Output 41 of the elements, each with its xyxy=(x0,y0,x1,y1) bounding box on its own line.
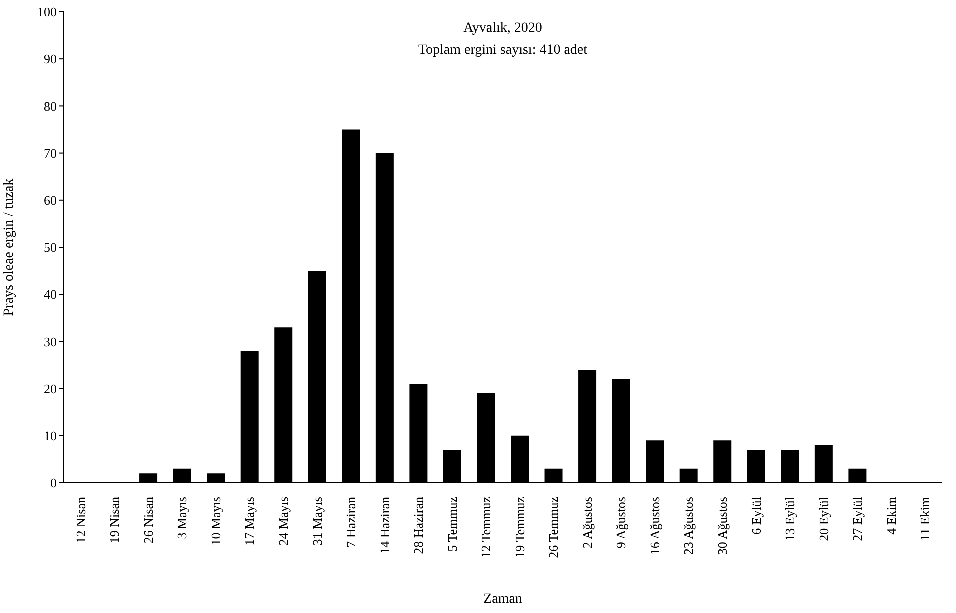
x-tick-label: 7 Haziran xyxy=(344,496,359,548)
y-tick-label: 100 xyxy=(38,4,57,20)
y-tick-label: 10 xyxy=(44,428,57,444)
x-tick-label: 4 Ekim xyxy=(884,497,899,535)
y-tick-label: 70 xyxy=(44,146,57,161)
x-tick-label: 6 Eylül xyxy=(748,496,764,535)
x-tick-label: 26 Nisan xyxy=(140,496,156,544)
x-tick-label: 31 Mayıs xyxy=(310,497,325,546)
x-tick-label: 19 Temmuz xyxy=(512,496,528,558)
y-tick-label: 50 xyxy=(44,240,57,256)
text: Toplam ergini sayısı: 410 adet xyxy=(417,42,589,60)
x-tick-label: 9 Ağustos xyxy=(614,497,629,549)
x-tick-label: 12 Nisan xyxy=(73,496,88,544)
x-tick-label: 16 Ağustos xyxy=(647,497,662,556)
y-tick-label: 60 xyxy=(44,193,57,208)
x-tick-label: 13 Eylül xyxy=(782,496,798,542)
x-tick-label: 17 Mayıs xyxy=(242,497,258,546)
x-tick-label: 24 Mayıs xyxy=(276,497,291,546)
y-tick-label: 80 xyxy=(44,98,57,114)
x-tick-label: 5 Temmuz xyxy=(444,496,460,552)
x-axis-title: Zaman xyxy=(484,592,522,607)
y-tick-label: 30 xyxy=(44,334,57,350)
x-tick-label: 20 Eylül xyxy=(816,496,832,542)
text: Ayvalık, 2020 xyxy=(462,20,544,38)
x-tick-label: 11 Ekim xyxy=(918,497,933,541)
y-axis-title: Prays oleae ergin / tuzak xyxy=(2,178,17,316)
x-tick-label: 28 Haziran xyxy=(411,496,426,554)
y-tick-label: 20 xyxy=(44,381,57,396)
x-tick-label: 30 Ağustos xyxy=(715,497,730,556)
x-tick-label: 3 Mayıs xyxy=(174,497,190,540)
x-tick-label: 19 Nisan xyxy=(107,496,122,544)
x-tick-label: 14 Haziran xyxy=(377,496,392,554)
x-tick-label: 23 Ağustos xyxy=(681,497,696,556)
y-tick-label: 0 xyxy=(50,476,57,491)
x-tick-label: 12 Temmuz xyxy=(478,496,494,558)
y-tick-label: 40 xyxy=(44,287,57,302)
x-tick-label: 26 Temmuz xyxy=(546,496,562,558)
x-tick-label: 2 Ağustos xyxy=(580,497,595,549)
x-tick-label: 10 Mayıs xyxy=(208,497,224,546)
x-tick-label: 27 Eylül xyxy=(850,496,866,542)
y-tick-label: 90 xyxy=(44,52,57,67)
